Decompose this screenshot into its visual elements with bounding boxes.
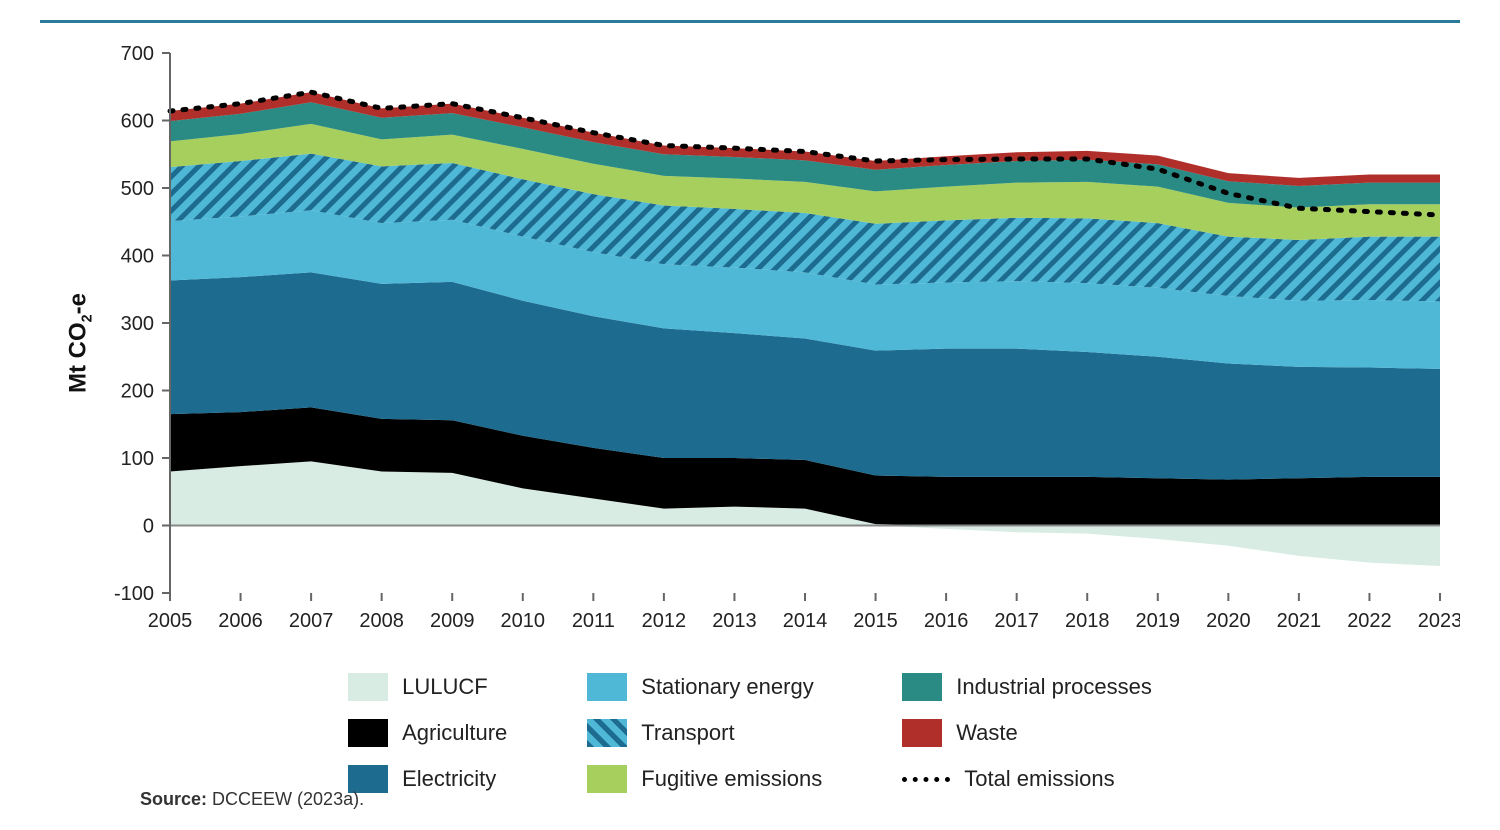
x-tick-label: 2016 bbox=[924, 610, 969, 632]
source-label: Source: bbox=[140, 789, 207, 809]
x-tick-label: 2021 bbox=[1277, 610, 1322, 632]
legend-dotline-icon bbox=[902, 777, 950, 782]
legend-swatch-icon bbox=[348, 719, 388, 747]
x-tick-label: 2017 bbox=[994, 610, 1039, 632]
x-tick-label: 2009 bbox=[430, 610, 475, 632]
source-citation: Source: DCCEEW (2023a). bbox=[140, 789, 364, 810]
y-tick-label: 600 bbox=[121, 111, 154, 133]
x-tick-label: 2012 bbox=[642, 610, 687, 632]
y-tick-label: -100 bbox=[114, 583, 154, 605]
y-tick-label: 500 bbox=[121, 178, 154, 200]
y-tick-label: 200 bbox=[121, 381, 154, 403]
y-tick-label: 700 bbox=[121, 43, 154, 65]
legend-swatch-icon bbox=[587, 765, 627, 793]
legend-swatch-icon bbox=[587, 673, 627, 701]
legend-item-electricity: Electricity bbox=[348, 765, 507, 793]
legend-label: Electricity bbox=[402, 766, 496, 792]
legend-item-waste: Waste bbox=[902, 719, 1152, 747]
page: Mt CO2-e -100010020030040050060070020052… bbox=[0, 0, 1500, 830]
x-tick-label: 2023 bbox=[1418, 610, 1460, 632]
x-tick-label: 2015 bbox=[853, 610, 898, 632]
legend-item-stationary: Stationary energy bbox=[587, 673, 822, 701]
legend-item-industrial: Industrial processes bbox=[902, 673, 1152, 701]
x-tick-label: 2011 bbox=[572, 610, 615, 632]
legend-item-transport: Transport bbox=[587, 719, 822, 747]
x-tick-label: 2005 bbox=[148, 610, 193, 632]
source-text: DCCEEW (2023a). bbox=[212, 789, 364, 809]
legend-label: Industrial processes bbox=[956, 674, 1152, 700]
legend-label: Transport bbox=[641, 720, 734, 746]
legend-label: LULUCF bbox=[402, 674, 488, 700]
top-divider bbox=[40, 20, 1460, 23]
legend-item-fugitive: Fugitive emissions bbox=[587, 765, 822, 793]
legend-item-agriculture: Agriculture bbox=[348, 719, 507, 747]
y-tick-label: 100 bbox=[121, 448, 154, 470]
x-tick-label: 2007 bbox=[289, 610, 334, 632]
legend-label: Stationary energy bbox=[641, 674, 813, 700]
x-tick-label: 2010 bbox=[501, 610, 546, 632]
y-tick-label: 0 bbox=[143, 516, 154, 538]
x-tick-label: 2014 bbox=[783, 610, 828, 632]
x-tick-label: 2018 bbox=[1065, 610, 1110, 632]
legend-label: Total emissions bbox=[964, 766, 1114, 792]
legend-label: Fugitive emissions bbox=[641, 766, 822, 792]
legend-item-total: Total emissions bbox=[902, 765, 1152, 793]
x-tick-label: 2008 bbox=[359, 610, 404, 632]
legend-label: Agriculture bbox=[402, 720, 507, 746]
legend: LULUCF Stationary energy Industrial proces… bbox=[40, 673, 1460, 793]
y-tick-label: 300 bbox=[121, 313, 154, 335]
emissions-chart: Mt CO2-e -100010020030040050060070020052… bbox=[40, 33, 1460, 653]
legend-swatch-icon bbox=[348, 673, 388, 701]
legend-swatch-icon bbox=[902, 673, 942, 701]
legend-swatch-icon bbox=[587, 719, 627, 747]
x-tick-label: 2022 bbox=[1347, 610, 1392, 632]
chart-svg: -100 0 100 200 300 400 500 600 700 2005 2006 2007 20… bbox=[40, 33, 1460, 653]
x-tick-label: 2013 bbox=[712, 610, 757, 632]
legend-label: Waste bbox=[956, 720, 1018, 746]
y-tick-label: 400 bbox=[121, 246, 154, 268]
legend-swatch-icon bbox=[902, 719, 942, 747]
x-tick-label: 2019 bbox=[1136, 610, 1181, 632]
x-tick-label: 2006 bbox=[218, 610, 262, 632]
x-tick-label: 2020 bbox=[1206, 610, 1251, 632]
legend-item-lulucf: LULUCF bbox=[348, 673, 507, 701]
